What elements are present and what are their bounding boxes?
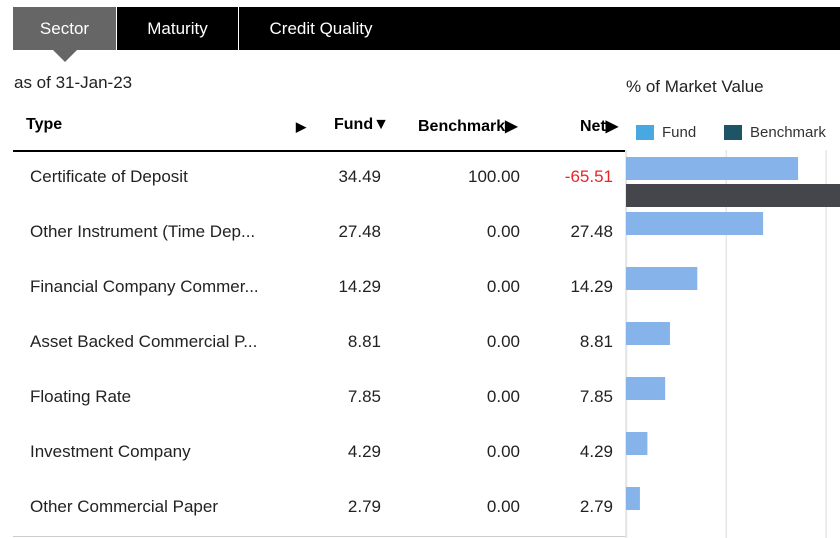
row-benchmark: 0.00 (486, 442, 520, 461)
row-fund: 4.29 (347, 442, 381, 461)
row-benchmark: 100.00 (468, 167, 520, 186)
column-header-benchmark[interactable]: Benchmark▶ (418, 118, 518, 135)
fund-bar (626, 157, 799, 180)
column-header-fund[interactable]: Fund▼ (334, 116, 389, 133)
tab-sector[interactable]: Sector (13, 7, 117, 62)
row-fund: 8.81 (347, 332, 381, 351)
row-benchmark: 0.00 (486, 497, 520, 516)
fund-bar (626, 377, 666, 400)
as-of-date: as of 31-Jan-23 (14, 73, 133, 92)
market-value-bar-chart (626, 150, 840, 538)
row-fund: 14.29 (338, 277, 381, 296)
tab-maturity[interactable]: Maturity (117, 7, 239, 50)
fund-bar (626, 212, 764, 235)
row-benchmark: 0.00 (486, 277, 520, 296)
row-fund: 34.49 (338, 167, 381, 186)
column-header-net[interactable]: Net▶ (580, 118, 619, 135)
header-divider (13, 150, 626, 152)
chart-title: % of Market Value (626, 77, 764, 96)
row-net: 7.85 (579, 387, 613, 406)
panel-edge (625, 150, 626, 538)
legend-fund-swatch (636, 125, 654, 140)
row-net: 8.81 (579, 332, 613, 351)
row-type: Floating Rate (30, 387, 132, 406)
row-net: 2.79 (579, 497, 613, 516)
row-net: -65.51 (564, 167, 613, 186)
row-type: Certificate of Deposit (30, 167, 188, 186)
row-benchmark: 0.00 (486, 222, 520, 241)
row-type: Investment Company (30, 442, 191, 461)
legend-benchmark-label: Benchmark (750, 124, 826, 141)
row-benchmark: 0.00 (486, 332, 520, 351)
table-bottom-divider (13, 536, 626, 537)
benchmark-bar (626, 184, 840, 207)
row-fund: 7.85 (347, 387, 381, 406)
legend-fund-label: Fund (662, 124, 697, 141)
row-type: Financial Company Commer... (30, 277, 259, 296)
column-header-type[interactable]: Type (26, 116, 63, 133)
fund-bar (626, 487, 640, 510)
fund-bar (626, 322, 670, 345)
tab-bar: Sector Maturity Credit Quality (13, 7, 840, 62)
row-fund: 27.48 (338, 222, 381, 241)
row-net: 27.48 (570, 222, 613, 241)
fund-bar (626, 432, 648, 455)
fund-bar (626, 267, 698, 290)
row-type: Other Commercial Paper (30, 497, 219, 516)
row-benchmark: 0.00 (486, 387, 520, 406)
tab-credit-quality[interactable]: Credit Quality (269, 19, 373, 38)
row-fund: 2.79 (347, 497, 381, 516)
type-sort-icon[interactable]: ▶ (296, 119, 306, 134)
row-type: Other Instrument (Time Dep... (30, 222, 256, 241)
row-net: 4.29 (579, 442, 613, 461)
legend-benchmark-swatch (724, 125, 742, 140)
row-net: 14.29 (570, 277, 613, 296)
row-type: Asset Backed Commercial P... (30, 332, 258, 351)
